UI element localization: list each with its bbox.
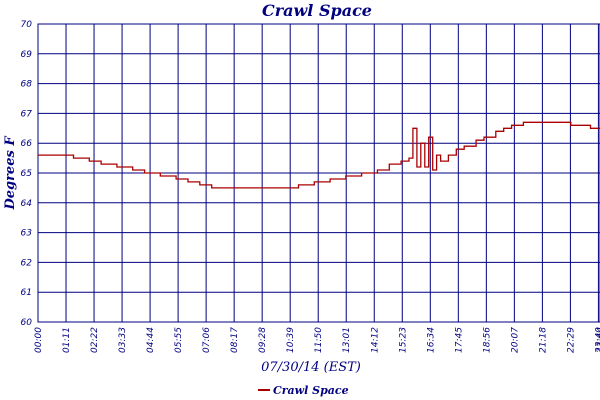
y-tick-label: 70 <box>21 20 33 30</box>
x-tick-label: 23:40 <box>594 327 600 353</box>
x-tick-label: 04:44 <box>146 327 156 353</box>
x-tick-label: 15:23 <box>398 327 408 353</box>
x-tick-label: 21:18 <box>538 327 548 353</box>
y-tick-label: 62 <box>21 258 33 268</box>
y-axis-label: Degrees F <box>3 136 18 211</box>
x-tick-label: 11:50 <box>314 327 324 353</box>
series-line-crawl-space <box>38 121 600 189</box>
x-tick-label: 03:33 <box>118 327 128 353</box>
x-tick-label: 23:44 <box>596 327 600 353</box>
series-layer <box>38 121 600 189</box>
x-tick-label: 07:06 <box>202 327 212 353</box>
x-tick-label: 14:12 <box>370 327 380 353</box>
legend-label: Crawl Space <box>273 384 349 397</box>
x-tick-label: 08:17 <box>230 327 240 353</box>
x-tick-label: 17:45 <box>454 327 464 353</box>
x-tick-label: 22:29 <box>566 327 576 353</box>
x-axis-label: 07/30/14 (EST) <box>261 360 361 375</box>
y-tick-label: 66 <box>21 139 33 149</box>
y-tick-label: 67 <box>21 109 33 119</box>
chart-title: Crawl Space <box>262 1 372 20</box>
y-tick-label: 63 <box>21 229 33 239</box>
plot-frame <box>37 23 600 323</box>
y-tick-label: 60 <box>21 318 33 328</box>
x-tick-label: 20:07 <box>510 327 520 353</box>
y-tick-label: 68 <box>21 80 33 90</box>
y-tick-label: 69 <box>21 50 33 60</box>
x-tick-label: 01:11 <box>62 327 72 353</box>
y-tick-labels: 60 61 62 63 64 65 66 67 68 69 70 <box>21 20 33 328</box>
x-tick-labels: 00:00 01:11 02:22 03:33 04:44 05:55 07:06 08:17… <box>34 327 600 353</box>
x-tick-label: 18:56 <box>482 327 492 353</box>
y-tick-label: 61 <box>21 288 32 298</box>
x-tick-label: 10:39 <box>286 327 296 353</box>
x-tick-label: 05:55 <box>174 327 184 353</box>
x-tick-label: 02:22 <box>90 327 100 353</box>
legend: Crawl Space <box>258 384 349 397</box>
y-tick-label: 65 <box>21 169 33 179</box>
x-tick-label: 09:28 <box>258 327 268 353</box>
x-tick-label: 00:00 <box>34 327 44 353</box>
x-tick-label: 16:34 <box>426 327 436 353</box>
grid <box>37 23 600 323</box>
y-tick-label: 64 <box>21 199 33 209</box>
x-tick-label: 13:01 <box>342 327 352 353</box>
